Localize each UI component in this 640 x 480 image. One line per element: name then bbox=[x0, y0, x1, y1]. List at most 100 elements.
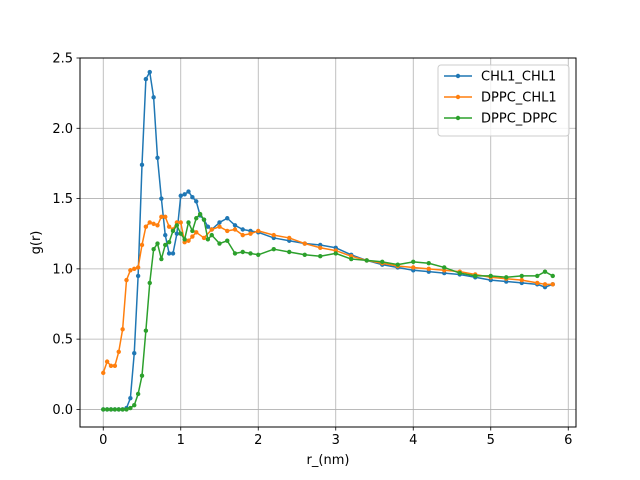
data-point bbox=[232, 223, 238, 228]
data-point bbox=[159, 196, 164, 201]
x-tick-label: 3 bbox=[332, 433, 340, 448]
x-tick-label: 2 bbox=[254, 433, 262, 448]
data-point bbox=[488, 273, 493, 279]
y-axis-label: g(r) bbox=[29, 231, 44, 255]
y-tick-label: 2.5 bbox=[52, 52, 73, 67]
data-point bbox=[271, 246, 276, 252]
data-point bbox=[166, 224, 172, 229]
data-point bbox=[318, 245, 323, 250]
data-point bbox=[256, 252, 261, 257]
data-point bbox=[519, 277, 524, 283]
data-point bbox=[194, 216, 199, 221]
data-point bbox=[194, 230, 199, 235]
data-point bbox=[550, 273, 555, 279]
data-point bbox=[128, 268, 133, 273]
data-point bbox=[178, 220, 183, 225]
data-point bbox=[147, 220, 152, 225]
data-point bbox=[240, 249, 245, 255]
data-point bbox=[135, 391, 141, 397]
data-point bbox=[225, 228, 230, 234]
data-point bbox=[287, 249, 292, 255]
legend-label: CHL1_CHL1 bbox=[481, 70, 556, 85]
data-point bbox=[333, 251, 338, 256]
data-point bbox=[163, 242, 168, 248]
data-point bbox=[128, 405, 133, 411]
series-DPPC_DPPC bbox=[101, 211, 555, 412]
data-point bbox=[135, 265, 141, 270]
x-axis-label: r_(nm) bbox=[307, 453, 350, 468]
data-point bbox=[349, 256, 354, 262]
data-point bbox=[217, 241, 222, 246]
data-point bbox=[442, 265, 447, 270]
data-point bbox=[178, 193, 183, 198]
data-point bbox=[205, 224, 211, 229]
data-point bbox=[174, 231, 180, 236]
data-point bbox=[411, 265, 416, 270]
data-point bbox=[542, 269, 548, 274]
data-point bbox=[139, 373, 145, 378]
grid-lines bbox=[80, 57, 576, 427]
data-point bbox=[170, 251, 176, 256]
legend-marker bbox=[455, 73, 461, 79]
data-point bbox=[170, 228, 176, 234]
axis-ticks: 0 1 2 3 4 5 6 0.0 0.5 1.0 1.5 2.0 2.5 bbox=[52, 52, 572, 449]
data-point bbox=[240, 227, 245, 232]
data-point bbox=[535, 273, 540, 279]
data-point bbox=[225, 238, 230, 243]
y-tick-label: 2.0 bbox=[52, 122, 73, 137]
data-point bbox=[201, 235, 207, 241]
data-point bbox=[186, 220, 191, 225]
data-point bbox=[166, 251, 172, 256]
data-point bbox=[217, 224, 222, 229]
data-point bbox=[217, 220, 222, 225]
data-point bbox=[411, 259, 416, 265]
data-point bbox=[155, 241, 160, 246]
legend-item: CHL1_CHL1 bbox=[444, 70, 556, 85]
data-point bbox=[318, 254, 323, 259]
data-point bbox=[504, 275, 509, 280]
data-point bbox=[128, 395, 133, 401]
data-point bbox=[116, 407, 121, 412]
data-point bbox=[132, 266, 137, 272]
data-point bbox=[104, 359, 110, 364]
legend: CHL1_CHL1 DPPC_CHL1 DPPC_DPPC bbox=[437, 64, 570, 137]
legend-label: DPPC_CHL1 bbox=[481, 91, 557, 106]
plot-frame bbox=[79, 57, 577, 428]
data-point bbox=[302, 241, 307, 246]
data-point bbox=[163, 232, 168, 238]
data-point bbox=[182, 192, 187, 197]
data-point bbox=[120, 327, 125, 332]
legend-label: DPPC_DPPC bbox=[481, 112, 557, 127]
data-point bbox=[197, 211, 203, 217]
data-point bbox=[135, 273, 141, 279]
y-tick-label: 1.5 bbox=[52, 192, 73, 207]
data-point bbox=[240, 232, 245, 238]
data-point bbox=[457, 270, 462, 276]
data-point bbox=[248, 251, 253, 256]
data-point bbox=[108, 407, 114, 412]
data-point bbox=[194, 199, 199, 204]
data-point bbox=[225, 216, 230, 221]
data-point bbox=[147, 280, 152, 286]
legend-marker bbox=[455, 115, 461, 121]
data-point bbox=[112, 407, 118, 412]
data-point bbox=[380, 259, 385, 265]
data-point bbox=[155, 223, 160, 228]
data-point bbox=[201, 217, 207, 222]
x-tick-label: 5 bbox=[487, 433, 495, 448]
data-point bbox=[302, 252, 307, 257]
data-point bbox=[186, 189, 191, 194]
data-point bbox=[151, 95, 156, 100]
data-point bbox=[166, 239, 172, 245]
data-point bbox=[151, 246, 156, 252]
data-point bbox=[232, 251, 238, 256]
data-point bbox=[542, 282, 548, 287]
y-tick-label: 1.0 bbox=[52, 262, 73, 277]
data-point bbox=[186, 238, 191, 243]
data-point bbox=[139, 242, 145, 248]
data-point bbox=[232, 227, 238, 232]
data-point bbox=[550, 282, 555, 287]
legend-item: DPPC_DPPC bbox=[444, 112, 557, 127]
data-point bbox=[132, 351, 137, 356]
